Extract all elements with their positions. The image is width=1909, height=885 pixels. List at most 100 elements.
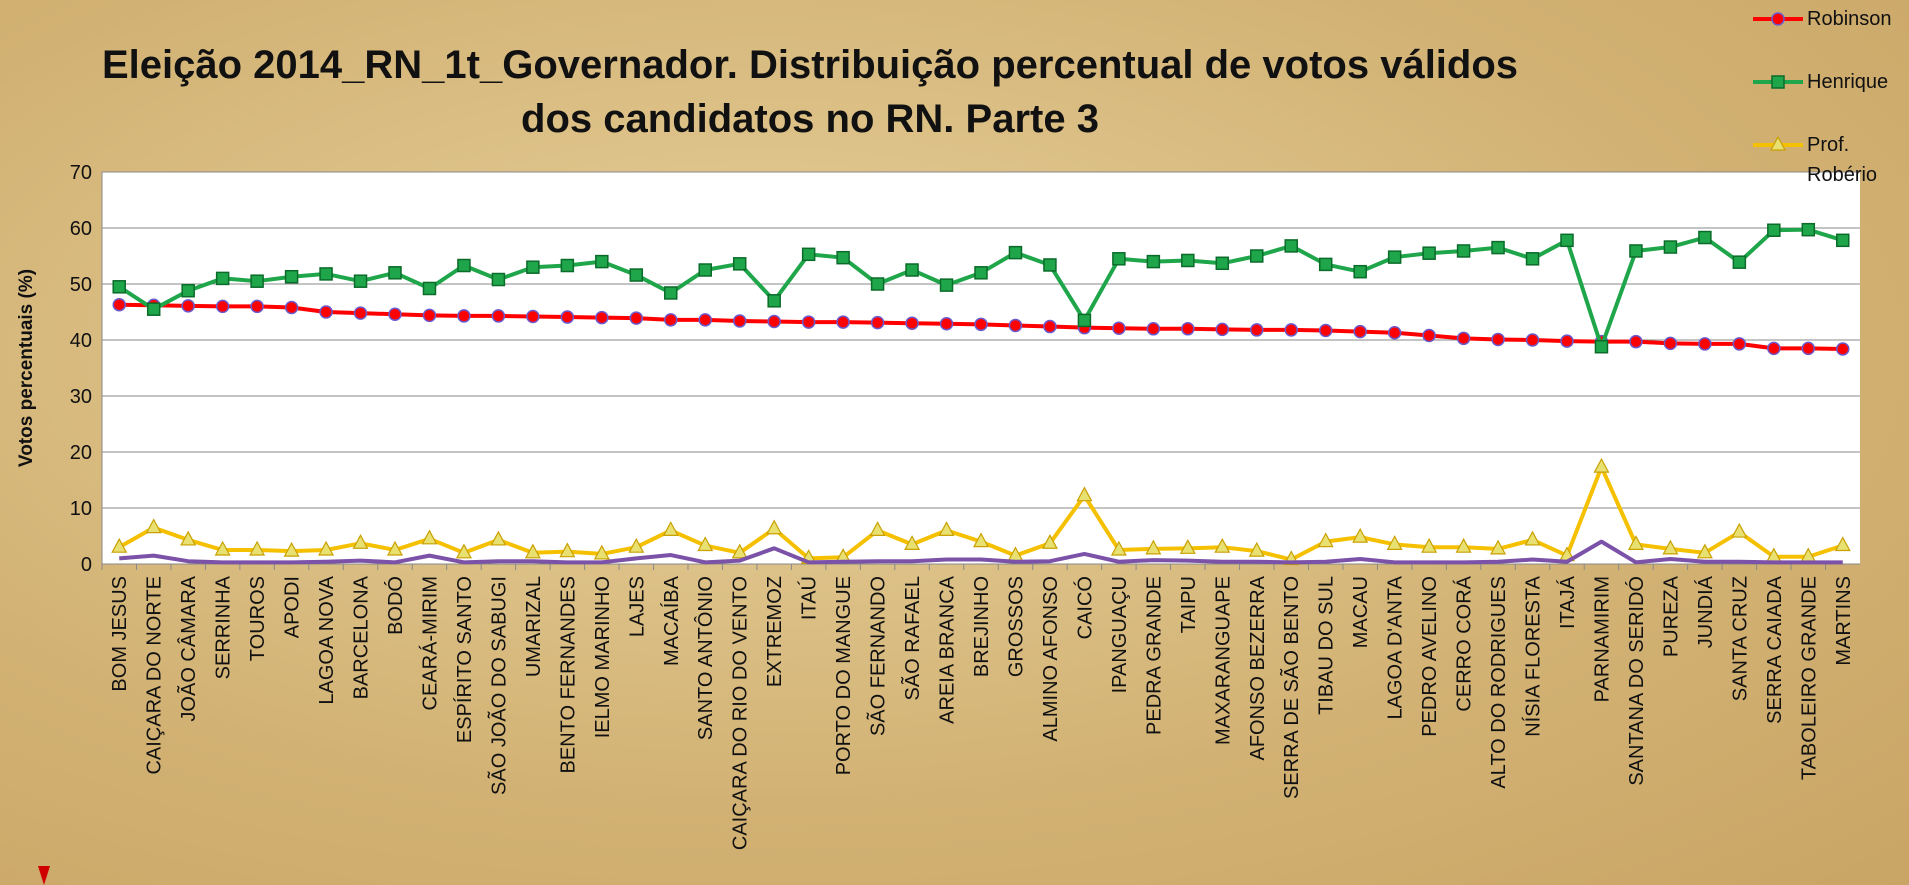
x-tick-label: LAGOA NOVA bbox=[316, 575, 338, 704]
point bbox=[1179, 539, 1196, 554]
point bbox=[1801, 222, 1816, 237]
x-tick-label: TAIPU bbox=[1178, 576, 1200, 633]
point bbox=[595, 254, 609, 269]
point bbox=[1353, 264, 1367, 279]
point bbox=[1421, 537, 1438, 553]
x-tick-label: JOÃO CÂMARA bbox=[176, 575, 200, 721]
point bbox=[560, 258, 575, 273]
point bbox=[1317, 532, 1334, 548]
x-tick-label: SANTO ANTÔNIO bbox=[694, 576, 717, 740]
point bbox=[1525, 333, 1540, 347]
point bbox=[1008, 318, 1023, 333]
point bbox=[1525, 252, 1540, 266]
x-tick-label: CAIÇARA DO RIO DO VENTO bbox=[730, 576, 752, 850]
point bbox=[869, 521, 886, 537]
point bbox=[1214, 537, 1231, 553]
point bbox=[319, 305, 333, 319]
x-tick-label: MAXARANGUAPE bbox=[1212, 576, 1234, 745]
point bbox=[974, 266, 988, 280]
point bbox=[421, 529, 438, 545]
x-tick-label: SANTA CRUZ bbox=[1729, 576, 1751, 701]
x-tick-label: ALTO DO RODRIGUES bbox=[1488, 576, 1510, 789]
point bbox=[1043, 319, 1057, 334]
point bbox=[524, 543, 541, 559]
x-tick-label: TIBAU DO SUL bbox=[1316, 576, 1338, 715]
point bbox=[629, 268, 644, 282]
point bbox=[1769, 135, 1787, 151]
point bbox=[1146, 254, 1161, 269]
point bbox=[1627, 535, 1644, 551]
y-tick-label: 30 bbox=[70, 386, 92, 408]
x-tick-label: BREJINHO bbox=[971, 576, 993, 677]
point bbox=[1250, 249, 1264, 263]
point bbox=[1732, 337, 1747, 351]
point bbox=[939, 278, 954, 292]
point bbox=[526, 309, 540, 324]
point bbox=[972, 532, 990, 548]
point bbox=[111, 537, 128, 553]
x-tick-label: AFONSO BEZERRA bbox=[1247, 575, 1269, 760]
point bbox=[664, 313, 678, 327]
x-tick-label: IELMO MARINHO bbox=[592, 576, 614, 738]
x-tick-label: LAJES bbox=[626, 576, 648, 637]
point bbox=[1422, 246, 1436, 260]
point bbox=[732, 257, 747, 271]
point bbox=[491, 272, 506, 287]
point bbox=[904, 535, 921, 551]
point bbox=[1696, 543, 1713, 559]
x-tick-label: JUNDIÁ bbox=[1694, 575, 1717, 648]
point bbox=[1215, 322, 1230, 337]
point bbox=[1145, 539, 1162, 555]
point bbox=[767, 314, 781, 329]
legend-label: Robinson bbox=[1807, 8, 1892, 30]
point bbox=[284, 269, 299, 284]
point bbox=[1146, 322, 1161, 336]
x-tick-label: CERRO CORÁ bbox=[1453, 575, 1476, 711]
x-tick-label: ITAJÁ bbox=[1556, 575, 1579, 629]
point bbox=[801, 315, 816, 329]
point bbox=[662, 521, 679, 537]
point bbox=[455, 543, 472, 559]
point bbox=[1731, 522, 1748, 538]
point bbox=[1110, 540, 1127, 556]
point bbox=[1181, 253, 1195, 268]
point bbox=[560, 310, 575, 324]
point bbox=[836, 250, 850, 265]
point bbox=[905, 263, 919, 277]
point bbox=[1732, 255, 1747, 269]
point bbox=[1663, 240, 1678, 254]
point bbox=[1215, 256, 1230, 271]
point bbox=[905, 316, 919, 330]
point bbox=[319, 267, 333, 281]
x-tick-label: SERRA CAIADA bbox=[1764, 575, 1786, 723]
y-tick-label: 10 bbox=[70, 498, 92, 520]
point bbox=[1387, 325, 1402, 340]
point bbox=[1387, 250, 1402, 264]
point bbox=[1008, 245, 1023, 260]
point bbox=[388, 307, 402, 321]
x-tick-label: BENTO FERNANDES bbox=[557, 576, 579, 773]
point bbox=[1455, 537, 1472, 553]
point bbox=[1524, 530, 1541, 546]
point bbox=[352, 534, 369, 549]
point bbox=[732, 314, 747, 328]
point bbox=[1662, 539, 1679, 555]
x-tick-label: PORTO DO MANGUE bbox=[833, 576, 855, 775]
x-tick-label: SÃO RAFAEL bbox=[900, 576, 924, 701]
point bbox=[422, 281, 437, 296]
point bbox=[1663, 336, 1678, 351]
point bbox=[1593, 457, 1610, 473]
point bbox=[250, 274, 264, 288]
point bbox=[1250, 323, 1264, 337]
x-tick-label: MARTINS bbox=[1833, 576, 1855, 666]
x-tick-label: CAIÇARA DO NORTE bbox=[144, 576, 166, 775]
x-tick-label: SÃO FERNANDO bbox=[866, 576, 890, 736]
point bbox=[146, 302, 161, 316]
point bbox=[698, 263, 712, 277]
point bbox=[974, 317, 988, 332]
logo-mark bbox=[38, 866, 50, 885]
point bbox=[1767, 223, 1781, 237]
point bbox=[1834, 536, 1851, 552]
point bbox=[1771, 75, 1785, 89]
